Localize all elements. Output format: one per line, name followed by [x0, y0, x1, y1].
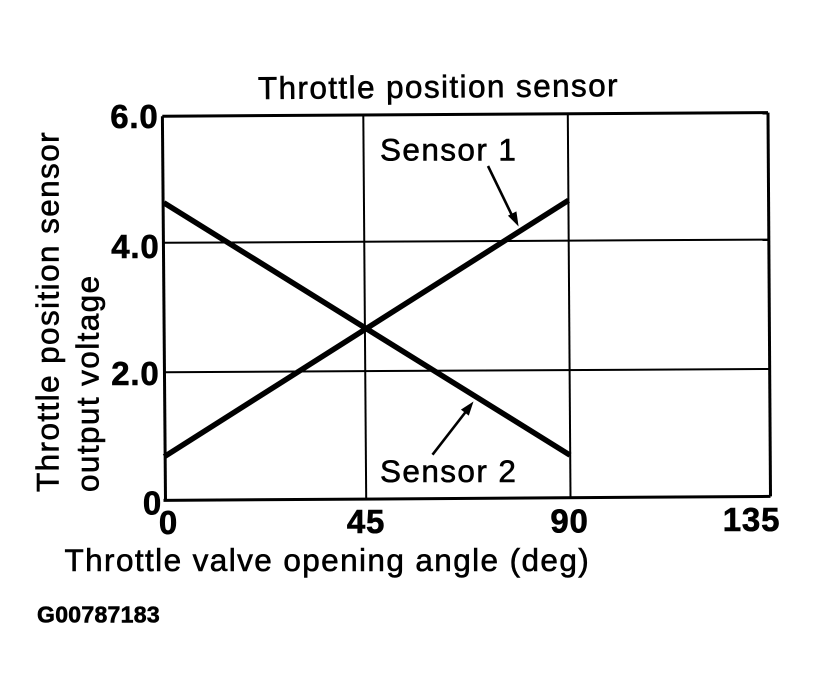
- svg-text:output voltage: output voltage: [70, 274, 106, 492]
- svg-text:Throttle valve opening angle (: Throttle valve opening angle (deg): [65, 542, 591, 578]
- svg-text:Sensor 2: Sensor 2: [380, 453, 517, 489]
- svg-text:6.0: 6.0: [110, 98, 158, 135]
- svg-text:45: 45: [347, 503, 385, 540]
- svg-text:0: 0: [159, 504, 178, 541]
- svg-text:90: 90: [550, 503, 588, 540]
- svg-text:G00787183: G00787183: [37, 602, 160, 628]
- svg-text:Throttle position sensor: Throttle position sensor: [30, 131, 66, 492]
- svg-text:2.0: 2.0: [111, 355, 159, 392]
- svg-text:135: 135: [723, 501, 780, 538]
- svg-text:Sensor 1: Sensor 1: [380, 132, 517, 168]
- svg-text:Throttle position sensor: Throttle position sensor: [258, 67, 619, 106]
- svg-text:0: 0: [143, 485, 162, 522]
- svg-text:4.0: 4.0: [111, 228, 159, 265]
